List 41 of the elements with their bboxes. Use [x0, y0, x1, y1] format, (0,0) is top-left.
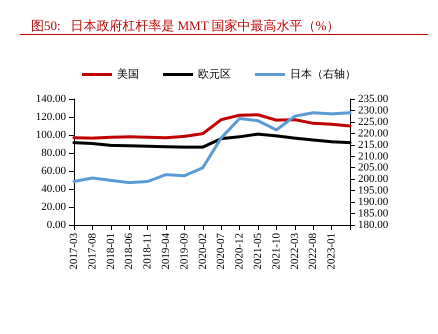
x-tick-label: 2023-01 — [326, 233, 338, 270]
x-tick-label: 2021-10 — [270, 232, 282, 270]
y-tick-label: 120.00 — [36, 111, 66, 123]
y-tick-label: 140.00 — [36, 93, 66, 105]
y-tick-label: 0.00 — [46, 219, 66, 231]
x-tick-label: 2021-05 — [252, 232, 264, 270]
y2-tick-label: 205.00 — [358, 162, 389, 174]
y2-tick-label: 230.00 — [358, 104, 389, 116]
x-tick-label: 2017-08 — [86, 232, 98, 270]
x-tick-label: 2020-02 — [196, 233, 209, 270]
x-tick-label: 2020-07 — [215, 232, 228, 270]
y2-tick-label: 220.00 — [358, 127, 389, 140]
legend-label: 日本（右轴） — [290, 68, 356, 80]
x-tick-label: 2019-09 — [178, 232, 190, 270]
y2-tick-label: 200.00 — [358, 173, 389, 186]
y-tick-label: 100.00 — [36, 129, 66, 141]
y2-tick-label: 225.00 — [358, 116, 389, 128]
x-tick-label: 2017-03 — [68, 232, 80, 270]
y-tick-label: 60.00 — [41, 165, 66, 177]
x-tick-label: 2022-08 — [307, 232, 320, 270]
y2-tick-label: 215.00 — [358, 138, 389, 151]
line-series — [72, 113, 352, 140]
x-tick-label: 2022-03 — [288, 232, 301, 270]
x-tick-label: 2019-04 — [160, 232, 172, 270]
x-tick-label: 2018-01 — [104, 233, 117, 270]
chart-title: 图50: 日本政府杠杆率是 MMT 国家中最高水平（%） — [31, 18, 340, 33]
y2-tick-label: 185.00 — [358, 208, 389, 220]
x-tick-label: 2018-06 — [123, 232, 136, 270]
y-tick-label: 40.00 — [41, 183, 66, 195]
y2-tick-label: 235.00 — [358, 93, 389, 105]
legend-label: 欧元区 — [198, 68, 231, 80]
y2-tick-label: 190.00 — [358, 196, 389, 208]
x-tick-label: 2020-12 — [234, 233, 246, 270]
y2-tick-label: 210.00 — [358, 150, 389, 162]
y2-tick-label: 180.00 — [358, 219, 389, 231]
line-series — [72, 111, 352, 184]
y-tick-label: 80.00 — [41, 147, 66, 159]
y-tick-label: 20.00 — [41, 201, 66, 213]
legend-label: 美国 — [117, 68, 139, 80]
x-tick-label: 2018-11 — [142, 233, 154, 270]
y2-tick-label: 195.00 — [358, 184, 389, 197]
